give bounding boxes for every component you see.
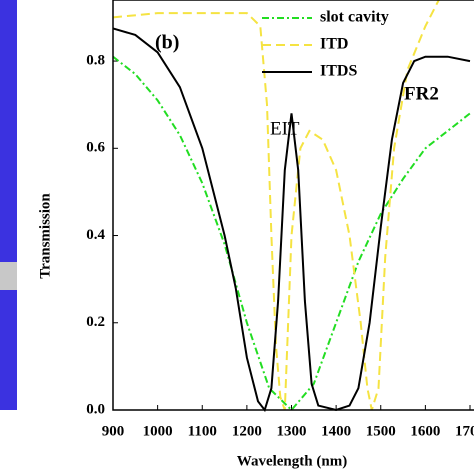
- y-tick-label: 0.2: [86, 314, 105, 330]
- annotation: (b): [155, 32, 179, 54]
- legend-label: slot cavity: [320, 9, 389, 26]
- x-tick-label: 1000: [143, 423, 173, 439]
- side-panel: [0, 0, 17, 410]
- x-tick-label: 1500: [366, 423, 396, 439]
- y-axis-label: Transmission: [37, 193, 53, 279]
- y-tick-label: 0.6: [86, 140, 105, 156]
- y-tick-label: 0.4: [86, 227, 105, 243]
- legend-label: ITDS: [320, 63, 357, 80]
- legend-label: ITD: [320, 36, 348, 53]
- annotation: EIT: [270, 118, 300, 139]
- x-tick-label: 1400: [321, 423, 351, 439]
- y-tick-label: 0.8: [86, 53, 105, 69]
- side-panel-band: [0, 262, 17, 290]
- x-tick-label: 1600: [410, 423, 440, 439]
- x-tick-label: 1200: [232, 423, 262, 439]
- series-line: [112, 27, 471, 413]
- plot-frame: [112, 0, 474, 411]
- annotation: FR2: [404, 83, 439, 104]
- y-tick-label: 0.0: [86, 401, 105, 417]
- x-axis-label: Wavelength (nm): [237, 453, 347, 469]
- x-tick-label: 1300: [277, 423, 307, 439]
- x-tick-label: 1700: [455, 423, 474, 439]
- x-tick-label: 1100: [188, 423, 217, 439]
- series-line: [112, 55, 471, 412]
- x-tick-label: 900: [102, 423, 125, 439]
- series-line: [112, 0, 440, 411]
